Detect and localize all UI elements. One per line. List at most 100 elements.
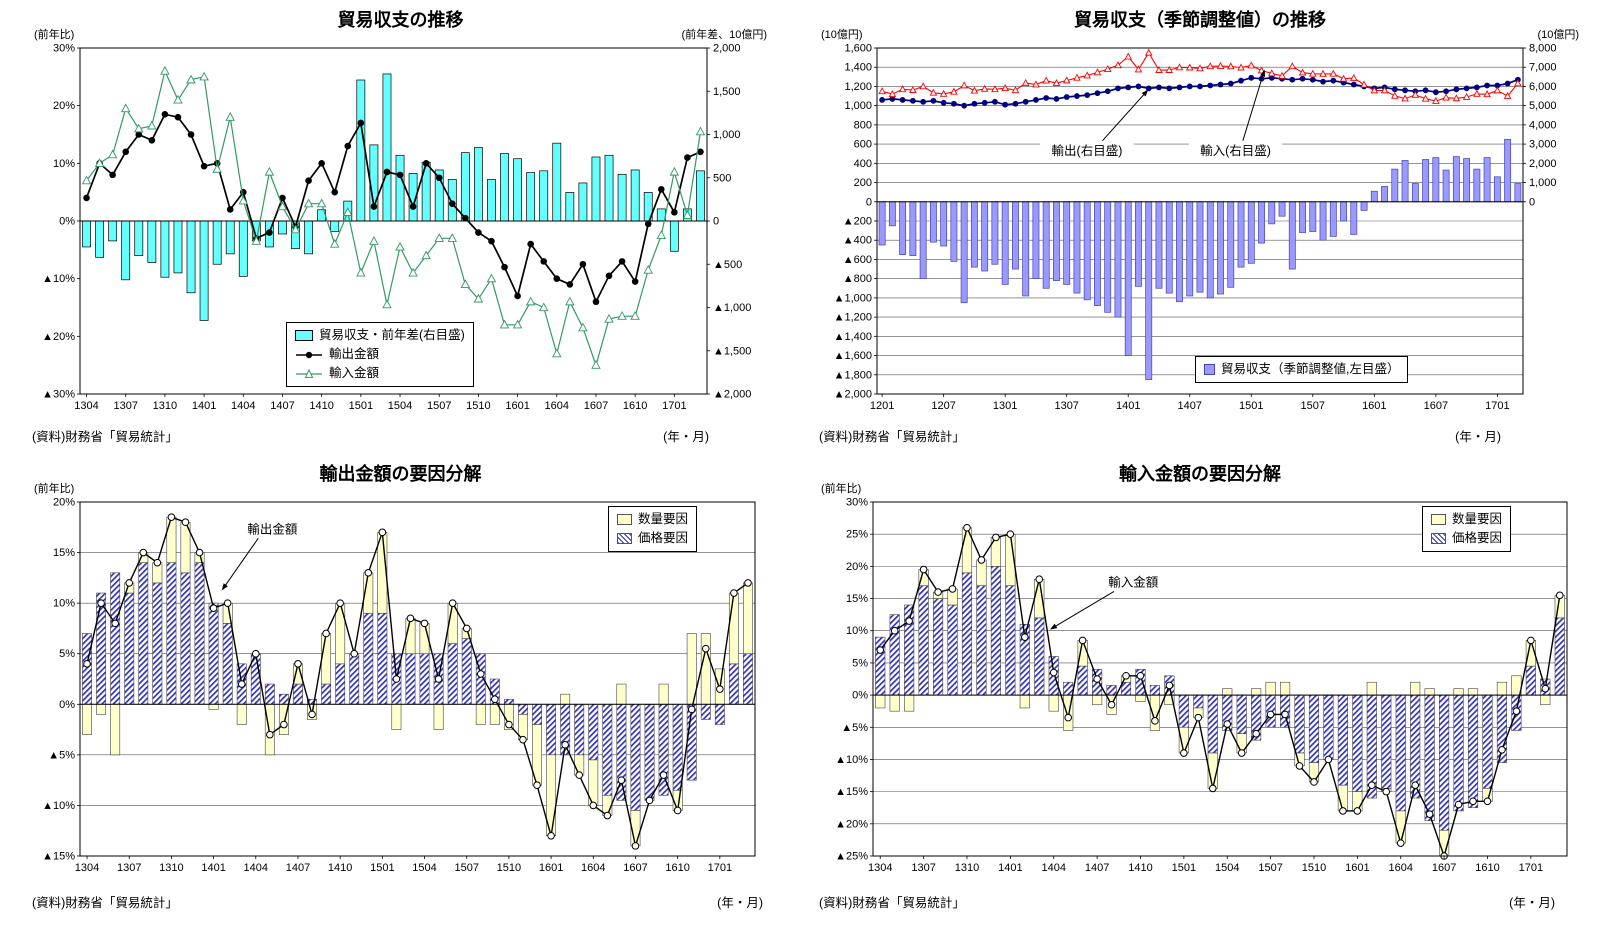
svg-text:▲2,000: ▲2,000 [834, 389, 872, 401]
chart-footer: (資料)財務省「貿易統計」 (年・月) [815, 424, 1585, 445]
svg-text:1407: 1407 [1085, 862, 1109, 874]
svg-text:▲400: ▲400 [843, 235, 872, 247]
svg-text:3,000: 3,000 [1529, 139, 1557, 151]
price-swatch [617, 533, 632, 544]
quantity-swatch [1431, 514, 1446, 525]
legend-label: 数量要因 [638, 512, 689, 526]
chart-panel-trade-balance-sa: (10億円) 貿易収支（季節調整値）の推移 (10億円) 1,600 1,400 1… [815, 6, 1585, 458]
legend-item: 数量要因 [617, 510, 688, 529]
chart-legend: 貿易収支・前年差(右目盛) 輸出金額 輸入金額 [286, 322, 474, 387]
svg-text:2,000: 2,000 [1529, 158, 1557, 170]
svg-text:0%: 0% [852, 690, 868, 702]
svg-text:1701: 1701 [1485, 400, 1509, 412]
legend-item: 価格要因 [617, 529, 688, 548]
svg-text:1,000: 1,000 [844, 100, 872, 112]
x-axis-labels: 1304 1307 1310 1401 1404 1407 1410 1501 1504 1507… [868, 856, 1543, 874]
legend-label: 数量要因 [1452, 512, 1503, 526]
svg-text:20%: 20% [53, 497, 75, 509]
svg-text:1401: 1401 [998, 862, 1022, 874]
svg-text:1504: 1504 [1215, 862, 1239, 874]
legend-item: 輸出金額 [295, 345, 465, 364]
svg-text:1401: 1401 [192, 400, 216, 412]
svg-text:4,000: 4,000 [1529, 119, 1557, 131]
svg-text:▲30%: ▲30% [42, 389, 75, 401]
svg-text:▲1,000: ▲1,000 [834, 292, 872, 304]
svg-text:▲1,800: ▲1,800 [834, 369, 872, 381]
svg-text:25%: 25% [846, 529, 868, 541]
svg-text:▲800: ▲800 [843, 273, 872, 285]
right-axis-labels: 2,000 1,500 1,000 500 0 ▲500 ▲1,000 ▲1,500 ▲2,00… [707, 43, 751, 401]
svg-text:1310: 1310 [153, 400, 177, 412]
svg-text:▲10%: ▲10% [42, 273, 75, 285]
svg-text:1507: 1507 [427, 400, 451, 412]
svg-text:1404: 1404 [1041, 862, 1065, 874]
svg-text:1501: 1501 [1172, 862, 1196, 874]
right-axis-unit-label: (前年差、10億円) [681, 29, 767, 41]
legend-label: 貿易収支（季節調整値,左目盛） [1221, 362, 1400, 376]
svg-text:400: 400 [854, 158, 872, 170]
svg-text:10%: 10% [53, 598, 75, 610]
svg-text:▲15%: ▲15% [835, 786, 868, 798]
svg-text:200: 200 [854, 177, 872, 189]
chart-panel-export-decomposition: (前年比) 輸出金額の要因分解 20% 15% 10% 5% 0% ▲5% ▲10% ▲15%… [28, 460, 773, 932]
y-axis-labels: 30% 20% 10% 0% ▲10% ▲20% ▲30% [42, 43, 80, 401]
chart-title: 貿易収支の推移 [337, 10, 464, 30]
x-axis-unit-note: (年・月) [717, 896, 763, 910]
chart-title: 貿易収支（季節調整値）の推移 [1074, 10, 1326, 30]
legend-label: 輸出金額 [329, 347, 380, 361]
svg-text:1610: 1610 [623, 400, 647, 412]
svg-text:輸出金額: 輸出金額 [247, 521, 298, 536]
svg-text:7,000: 7,000 [1529, 62, 1557, 74]
svg-text:1304: 1304 [868, 862, 892, 874]
svg-text:1404: 1404 [244, 862, 268, 874]
svg-text:0%: 0% [59, 699, 75, 711]
svg-text:1407: 1407 [270, 400, 294, 412]
svg-text:1607: 1607 [1432, 862, 1456, 874]
svg-text:1501: 1501 [370, 862, 394, 874]
balance-bar-swatch [295, 330, 313, 341]
legend-label: 貿易収支・前年差(右目盛) [319, 328, 465, 342]
svg-text:0: 0 [866, 196, 872, 208]
svg-text:1501: 1501 [1239, 400, 1263, 412]
chart-header: (前年比) 輸入金額の要因分解 [815, 460, 1585, 495]
svg-text:1410: 1410 [309, 400, 333, 412]
svg-text:1401: 1401 [201, 862, 225, 874]
svg-text:1407: 1407 [286, 862, 310, 874]
svg-text:1607: 1607 [623, 862, 647, 874]
source-note: (資料)財務省「貿易統計」 [819, 430, 965, 444]
svg-text:▲5%: ▲5% [841, 722, 868, 734]
svg-text:20%: 20% [53, 100, 75, 112]
plot-area: 20% 15% 10% 5% 0% ▲5% ▲10% ▲15% 1304 1307 1310 1401… [28, 494, 773, 890]
svg-text:0: 0 [1529, 196, 1535, 208]
svg-text:500: 500 [713, 172, 731, 184]
svg-text:5,000: 5,000 [1529, 100, 1557, 112]
legend-label: 輸入金額 [329, 366, 380, 380]
y-axis-labels: 20% 15% 10% 5% 0% ▲5% ▲10% ▲15% [42, 497, 80, 863]
svg-text:1307: 1307 [113, 400, 137, 412]
x-axis-unit-note: (年・月) [663, 430, 709, 444]
svg-text:▲20%: ▲20% [835, 818, 868, 830]
svg-text:10%: 10% [846, 625, 868, 637]
svg-text:1404: 1404 [231, 400, 255, 412]
x-axis-unit-note: (年・月) [1509, 896, 1555, 910]
source-note: (資料)財務省「貿易統計」 [32, 430, 178, 444]
line-series [83, 513, 752, 850]
svg-text:10%: 10% [53, 158, 75, 170]
x-axis-unit-note: (年・月) [1455, 430, 1501, 444]
svg-text:1701: 1701 [662, 400, 686, 412]
svg-text:1601: 1601 [505, 400, 529, 412]
legend-item: 貿易収支・前年差(右目盛) [295, 326, 465, 345]
svg-text:5%: 5% [59, 648, 75, 660]
chart-title: 輸出金額の要因分解 [319, 464, 482, 484]
quantity-swatch [617, 514, 632, 525]
export-decomposition-chart: 20% 15% 10% 5% 0% ▲5% ▲10% ▲15%1304 1307 1310 1401… [42, 497, 756, 874]
svg-text:1410: 1410 [1128, 862, 1152, 874]
line-series [878, 48, 1522, 104]
svg-text:1507: 1507 [454, 862, 478, 874]
legend-label: 価格要因 [1452, 531, 1503, 545]
svg-text:1610: 1610 [1475, 862, 1499, 874]
left-axis-unit-label: (前年比) [34, 483, 75, 495]
svg-text:1504: 1504 [388, 400, 412, 412]
svg-text:1,000: 1,000 [1529, 177, 1557, 189]
svg-text:30%: 30% [53, 43, 75, 55]
